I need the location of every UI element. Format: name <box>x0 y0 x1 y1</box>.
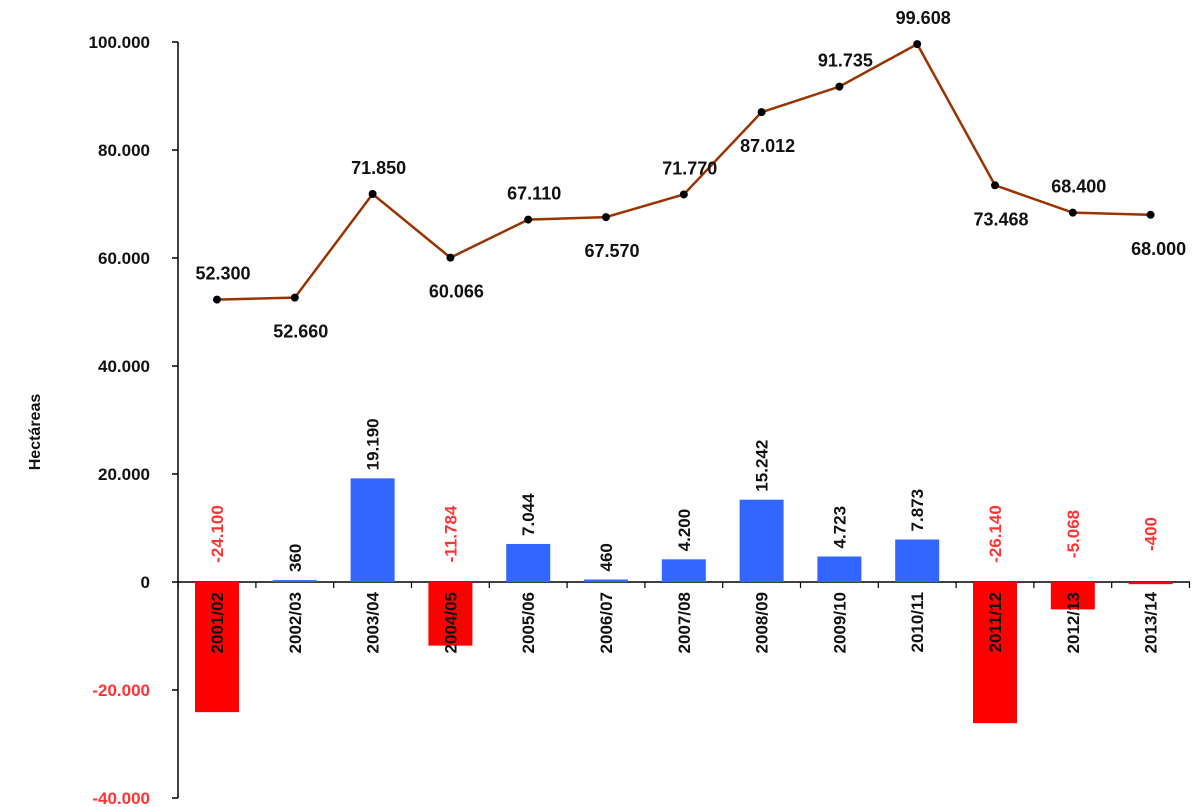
line-value-label: 52.660 <box>273 322 328 342</box>
line-marker <box>524 215 533 224</box>
bar <box>1128 582 1173 585</box>
line-marker <box>1146 210 1155 219</box>
bar <box>1050 582 1095 610</box>
axes: 100.000 80.000 60.000 40.000 20.000 0 -20.000 -… <box>89 33 1191 807</box>
bar <box>973 582 1017 724</box>
line-value-label: 73.468 <box>973 209 1028 229</box>
bar-value-label: -5.068 <box>1064 510 1083 558</box>
x-category-label: 2006/07 <box>597 592 616 653</box>
bar <box>272 580 317 582</box>
x-category-label: 2010/11 <box>908 592 927 653</box>
line-marker <box>213 295 221 304</box>
line-value-label: 71.850 <box>351 158 406 178</box>
bar <box>195 582 239 713</box>
line-value-label: 87.012 <box>740 136 795 156</box>
line-value-label: 52.300 <box>195 264 250 284</box>
x-category-label: 2011/12 <box>986 592 1005 653</box>
y-tick-label: 40.000 <box>98 357 150 376</box>
line-marker <box>679 190 688 199</box>
line-value-label: 71.770 <box>662 158 717 178</box>
line-marker <box>913 40 922 49</box>
line-value-label: 67.110 <box>507 184 561 204</box>
line-marker <box>602 213 610 222</box>
line-marker <box>368 190 377 199</box>
line-value-label: 67.570 <box>584 241 639 261</box>
bar <box>428 582 473 646</box>
x-category-label: 2012/13 <box>1064 592 1083 653</box>
x-category-label: 2007/08 <box>675 592 694 653</box>
line-value-label: 68.400 <box>1051 177 1106 197</box>
line-value-label: 99.608 <box>896 8 951 28</box>
bar <box>350 478 395 582</box>
line-value-label: 91.735 <box>818 51 873 71</box>
bar-value-label: -24.100 <box>208 505 227 563</box>
bar-value-label: 15.242 <box>753 440 772 492</box>
x-category-label: 2002/03 <box>286 592 305 653</box>
y-tick-label: -40.000 <box>92 789 150 807</box>
y-tick-label: 60.000 <box>98 249 150 268</box>
x-category-label: 2008/09 <box>753 592 772 653</box>
line-marker <box>991 181 999 190</box>
y-tick-label: 80.000 <box>98 141 150 160</box>
bar-value-label: 7.044 <box>519 493 538 536</box>
line-marker <box>835 82 844 91</box>
line-marker <box>757 108 766 117</box>
line-marker <box>290 293 299 302</box>
bar-value-label: 4.200 <box>675 509 694 552</box>
bar <box>584 579 628 582</box>
labels: -24.100 2001/02 360 2002/03 19.190 2003/04 -11… <box>195 8 1186 653</box>
line-series <box>213 40 1155 304</box>
y-tick-label: 20.000 <box>98 465 150 484</box>
x-category-label: 2013/14 <box>1142 591 1161 653</box>
x-category-label: 2004/05 <box>441 592 460 653</box>
x-category-label: 2003/04 <box>364 591 383 653</box>
bar <box>739 499 784 582</box>
bar-value-label: 7.873 <box>908 489 927 532</box>
x-category-label: 2009/10 <box>830 592 849 653</box>
x-category-label: 2005/06 <box>519 592 538 653</box>
x-category-label: 2001/02 <box>208 592 227 653</box>
line-marker <box>446 253 455 262</box>
line-value-label: 60.066 <box>429 282 484 302</box>
bar <box>895 539 940 582</box>
bar-value-label: -11.784 <box>441 505 460 562</box>
bar <box>661 559 706 582</box>
bar-value-label: 19.190 <box>364 418 383 470</box>
bar <box>506 543 551 582</box>
bar <box>817 556 862 582</box>
bar-value-label: 460 <box>597 543 616 571</box>
line-value-label: 68.000 <box>1131 239 1186 259</box>
bar-value-label: 4.723 <box>830 506 849 549</box>
bar-value-label: -400 <box>1142 517 1161 551</box>
y-tick-label: 100.000 <box>89 33 150 52</box>
line-marker <box>1068 208 1077 217</box>
bars <box>195 478 1173 724</box>
bar-value-label: 360 <box>286 544 305 572</box>
y-tick-label: -20.000 <box>92 681 150 700</box>
y-axis-label: Hectáreas <box>27 394 44 471</box>
y-tick-label: 0 <box>141 573 150 592</box>
bar-value-label: -26.140 <box>986 505 1005 563</box>
